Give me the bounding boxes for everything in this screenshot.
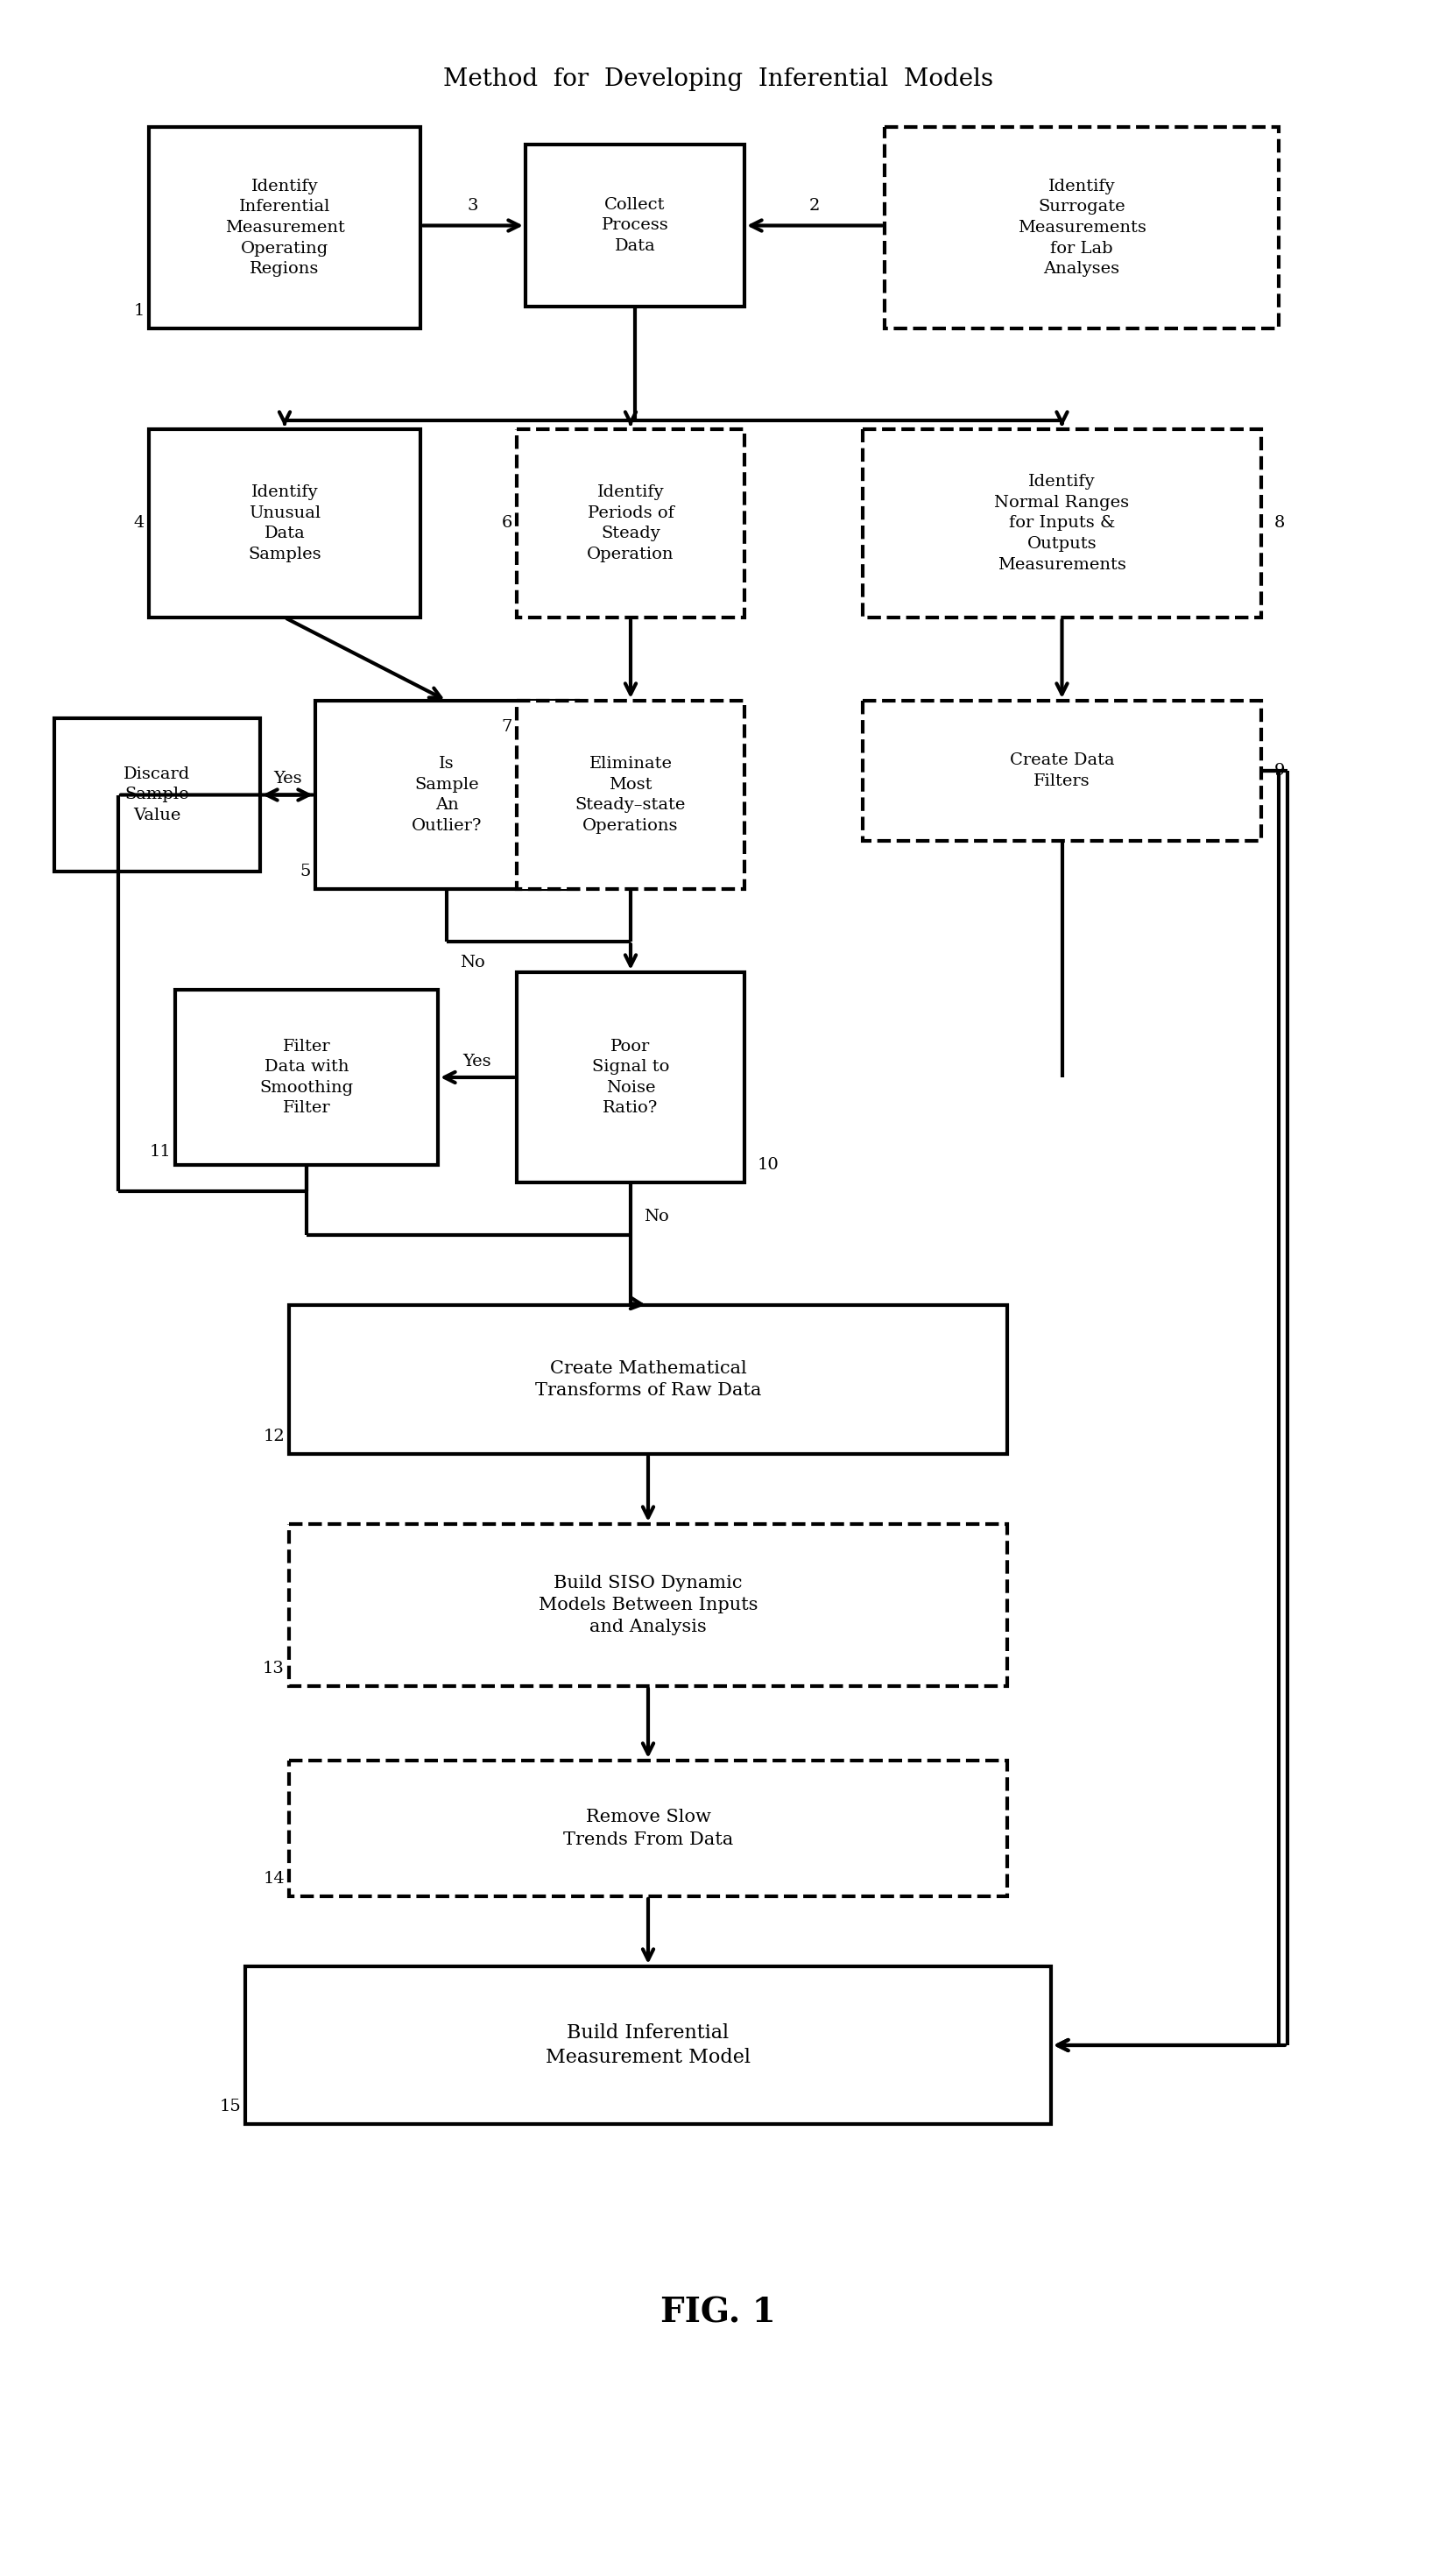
Text: 8: 8 (1275, 515, 1285, 531)
Text: 11: 11 (150, 1144, 171, 1159)
Text: Yes: Yes (273, 770, 302, 788)
Text: Build Inferential
Measurement Model: Build Inferential Measurement Model (545, 2022, 751, 2069)
Text: 12: 12 (263, 1430, 285, 1445)
Text: 13: 13 (263, 1662, 285, 1677)
Text: Create Data
Filters: Create Data Filters (1010, 752, 1114, 788)
Bar (863, 701, 1261, 840)
Text: Collect
Process
Data: Collect Process Data (602, 196, 669, 255)
Text: Discard
Sample
Value: Discard Sample Value (124, 765, 190, 824)
Text: Filter
Data with
Smoothing
Filter: Filter Data with Smoothing Filter (259, 1038, 354, 1115)
Text: Identify
Normal Ranges
for Inputs &
Outputs
Measurements: Identify Normal Ranges for Inputs & Outp… (994, 474, 1130, 572)
Bar (517, 701, 744, 889)
Bar (315, 701, 578, 889)
Bar (863, 430, 1261, 618)
Text: Yes: Yes (463, 1054, 492, 1069)
Text: 5: 5 (301, 863, 311, 878)
Text: Build SISO Dynamic
Models Between Inputs
and Analysis: Build SISO Dynamic Models Between Inputs… (538, 1574, 758, 1636)
Bar (176, 989, 437, 1164)
Text: No: No (643, 1208, 669, 1224)
Text: FIG. 1: FIG. 1 (661, 2295, 776, 2329)
Text: Poor
Signal to
Noise
Ratio?: Poor Signal to Noise Ratio? (591, 1038, 669, 1115)
Bar (289, 1759, 1007, 1896)
Bar (885, 126, 1279, 330)
Text: Create Mathematical
Transforms of Raw Data: Create Mathematical Transforms of Raw Da… (535, 1360, 761, 1399)
Text: Identify
Inferential
Measurement
Operating
Regions: Identify Inferential Measurement Operati… (224, 178, 344, 278)
Text: No: No (460, 956, 485, 971)
Text: 4: 4 (134, 515, 144, 531)
Bar (148, 430, 420, 618)
Text: Eliminate
Most
Steady–state
Operations: Eliminate Most Steady–state Operations (576, 755, 686, 835)
Bar (517, 971, 744, 1182)
Text: 9: 9 (1275, 762, 1285, 778)
Bar (517, 430, 744, 618)
Bar (245, 1965, 1050, 2125)
Text: 7: 7 (502, 719, 512, 734)
Bar (55, 719, 260, 871)
Bar (525, 144, 744, 307)
Text: Identify
Surrogate
Measurements
for Lab
Analyses: Identify Surrogate Measurements for Lab … (1017, 178, 1145, 278)
Text: Method  for  Developing  Inferential  Models: Method for Developing Inferential Models (443, 67, 993, 90)
Bar (289, 1306, 1007, 1453)
Text: 15: 15 (219, 2099, 240, 2115)
Text: Identify
Unusual
Data
Samples: Identify Unusual Data Samples (248, 484, 321, 562)
Bar (148, 126, 420, 330)
Text: 3: 3 (468, 198, 478, 214)
Text: 14: 14 (263, 1870, 285, 1886)
Text: Is
Sample
An
Outlier?: Is Sample An Outlier? (412, 755, 482, 835)
Text: Identify
Periods of
Steady
Operation: Identify Periods of Steady Operation (587, 484, 675, 562)
Text: 1: 1 (134, 304, 144, 319)
Text: Remove Slow
Trends From Data: Remove Slow Trends From Data (563, 1808, 734, 1847)
Text: 10: 10 (757, 1157, 780, 1172)
Text: 6: 6 (502, 515, 512, 531)
Bar (289, 1525, 1007, 1687)
Text: 2: 2 (809, 198, 820, 214)
